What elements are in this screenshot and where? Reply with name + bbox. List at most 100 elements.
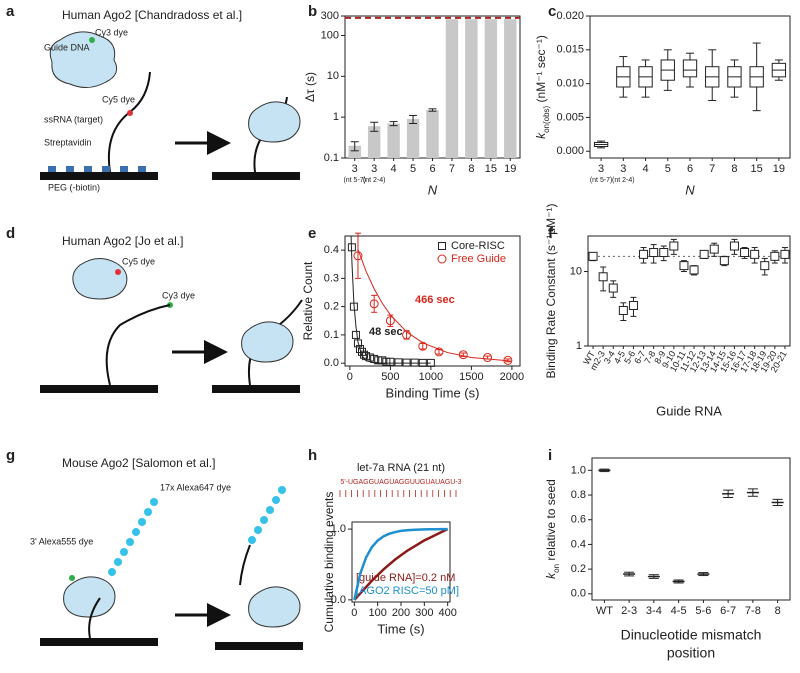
point: [760, 261, 770, 271]
y-tick-label: 1: [333, 111, 339, 123]
y-tick-label: 10: [570, 265, 582, 277]
diagram-d: Human Ago2 [Jo et al.] Cy5 dye Cy3 dye: [40, 234, 303, 393]
diagram-label: 3' Alexa555 dye: [30, 536, 93, 546]
y-tick-label: 0.000: [556, 145, 584, 157]
x-axis-label: N: [428, 182, 438, 197]
x-tick-label: 4-5: [671, 605, 687, 617]
point: [709, 244, 719, 254]
x-tick-label: 5-6: [695, 605, 711, 617]
point: [426, 358, 435, 367]
x-tick-label: 3: [620, 163, 626, 175]
x-axis-label: Binding Time (s): [386, 385, 480, 400]
y-axis-label-part: (nM⁻¹ sec⁻¹): [534, 35, 548, 106]
y-tick-label: 0.4: [571, 538, 586, 550]
diagram-label: PEG (-biotin): [48, 182, 100, 192]
axes-frame: [591, 457, 791, 601]
bar: [348, 145, 361, 158]
point: [358, 347, 367, 356]
point: [402, 330, 412, 340]
point: [729, 241, 739, 251]
diagram-label: 17x Alexa647 dye: [160, 482, 231, 492]
box: [682, 59, 698, 78]
point: [740, 248, 750, 258]
curve: [353, 527, 448, 601]
x-tick-label: 6-7: [720, 605, 736, 617]
y-tick-label: 0.020: [556, 10, 584, 22]
y-axis-label-part: on: [552, 564, 561, 573]
x-tick-label: 8: [775, 605, 781, 617]
curve: [353, 527, 449, 601]
y-tick-label: 0.010: [556, 78, 584, 90]
y-tick-label: 0.1: [324, 329, 339, 341]
diagram-label: Cy3 dye: [95, 27, 128, 37]
point: [483, 353, 493, 363]
y-tick-label: 0.2: [571, 563, 586, 575]
point: [369, 299, 379, 309]
x-tick-label: 3: [598, 163, 604, 175]
y-axis-label: Δτ (s): [303, 72, 317, 102]
point: [353, 339, 362, 348]
x-tick-label: 2000: [500, 371, 524, 383]
x-tick-label: 1500: [459, 371, 483, 383]
point: [699, 249, 709, 259]
y-tick-label: 0.015: [556, 44, 584, 56]
chart: 0.0 1.0 0 100 200 300 400 Time (s) Cumulative bi…: [322, 462, 461, 637]
point: [598, 272, 608, 282]
legend-marker: [437, 254, 447, 264]
x-tick-label: 7: [449, 163, 455, 175]
point: [750, 249, 760, 259]
bar: [465, 19, 478, 159]
point: [378, 356, 387, 365]
point: [659, 248, 669, 258]
x-tick-label: 15: [485, 163, 497, 175]
point: [649, 248, 659, 258]
x-tick-sublabel: (nt 5-7): [590, 177, 613, 184]
point: [360, 350, 369, 359]
panel-label: i: [548, 447, 552, 464]
y-axis-label-part: k: [534, 132, 548, 139]
x-tick-label: 6: [429, 163, 435, 175]
y-tick-label: 10: [327, 70, 339, 82]
point: [410, 358, 419, 367]
x-tick-label: 4: [642, 163, 648, 175]
point: [770, 251, 780, 261]
point: [639, 249, 649, 259]
x-tick-label: 0: [351, 607, 357, 619]
axes-frame: [587, 235, 791, 347]
y-tick-label: 0.0: [324, 357, 339, 369]
annotation: 466 sec: [415, 294, 455, 306]
diagram-a: Human Ago2 [Chandradoss et al.] Guide DN…: [40, 8, 301, 192]
diagram-label: Cy5 dye: [102, 94, 135, 104]
point: [353, 251, 363, 261]
x-tick-label: 3-4: [646, 605, 662, 617]
x-tick-label: 5: [410, 163, 416, 175]
y-tick-label: 0.4: [324, 244, 339, 256]
panel-label: b: [308, 3, 317, 20]
x-tick-label: 7: [709, 163, 715, 175]
x-tick-label: 3: [371, 163, 377, 175]
legend-marker: [438, 242, 446, 250]
x-tick-label: 5: [665, 163, 671, 175]
x-tick-label: 7-8: [745, 605, 761, 617]
diagram-title: Human Ago2 [Chandradoss et al.]: [62, 8, 242, 22]
x-tick-sublabel: (nt 5-7): [343, 177, 366, 184]
y-tick-label: 0.1: [324, 152, 339, 164]
y-axis-label: kon(obs) (nM⁻¹ sec⁻¹): [534, 35, 550, 139]
y-axis-label: Relative Count: [301, 261, 315, 340]
x-tick-label: 200: [392, 607, 410, 619]
panel-label: f: [548, 225, 554, 242]
x-tick-label: 100: [368, 607, 386, 619]
point: [351, 330, 360, 339]
x-tick-label: 6: [687, 163, 693, 175]
chart: 0.000 0.005 0.010 0.015 0.020 3 (nt 5-7) 3 (nt 2…: [534, 10, 791, 197]
x-tick-label: 19: [773, 163, 785, 175]
point: [385, 316, 395, 326]
point: [434, 347, 444, 357]
point: [689, 265, 699, 275]
x-tick-sublabel: (nt 2-4): [363, 177, 386, 184]
point: [355, 345, 364, 354]
x-tick-label: 2-3: [621, 605, 637, 617]
y-axis-label-part: k: [544, 572, 558, 579]
point: [366, 353, 375, 362]
annotation: 48 sec: [369, 326, 403, 338]
